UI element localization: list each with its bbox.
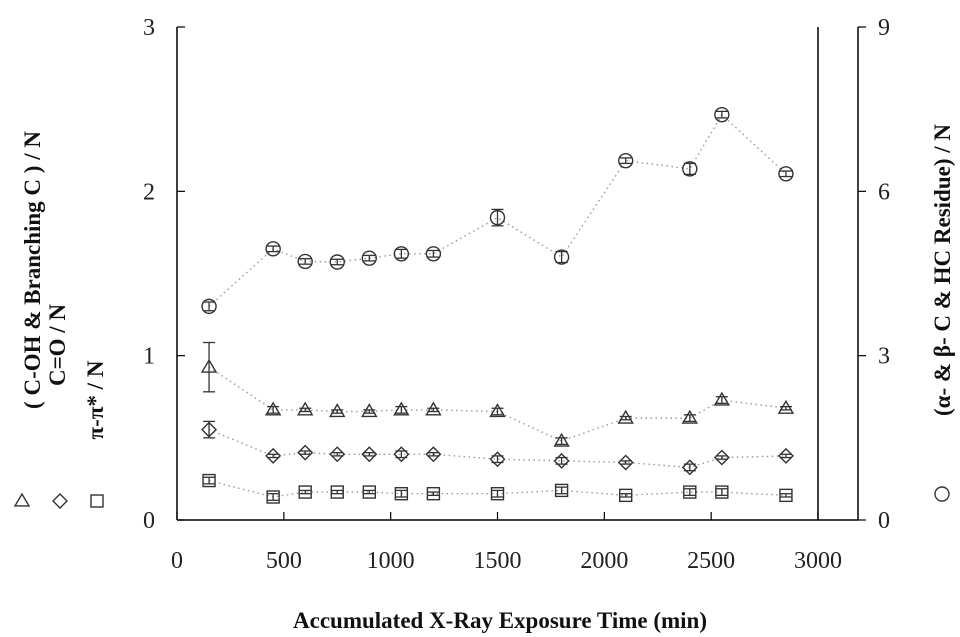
left-y-tick-label: 1	[143, 344, 155, 370]
data-point-triangle	[425, 401, 442, 416]
data-point-square	[426, 487, 441, 501]
data-point-square	[554, 483, 569, 498]
data-point-square	[779, 488, 793, 503]
left-axis-title-line-1: ( C-OH & Branching C ) / N	[20, 131, 45, 409]
data-point-diamond	[553, 452, 570, 469]
data-point-triangle	[617, 409, 634, 424]
legend-symbol-circle	[934, 486, 950, 502]
left-axis-title-line-2: C=O / N	[45, 304, 70, 386]
x-tick-label: 3000	[794, 548, 842, 574]
data-point-diamond	[265, 447, 282, 464]
data-point-diamond	[489, 451, 506, 468]
left-y-tick-label: 0	[143, 508, 155, 534]
data-point-circle	[618, 152, 634, 169]
data-point-diamond	[393, 446, 410, 463]
data-point-square	[362, 485, 376, 499]
right-y-tick-label: 9	[878, 15, 890, 41]
data-point-circle	[361, 250, 377, 266]
x-tick-label: 1500	[474, 548, 522, 574]
data-point-diamond	[425, 446, 442, 463]
data-point-triangle	[713, 391, 731, 406]
series-layer	[200, 106, 795, 504]
data-point-triangle	[489, 403, 506, 418]
x-tick-label: 2000	[580, 548, 628, 574]
legend-symbol-diamond	[52, 493, 68, 509]
series-square	[202, 473, 793, 504]
data-point-square	[619, 488, 633, 503]
data-point-triangle	[264, 401, 282, 416]
data-point-square	[490, 487, 505, 501]
data-point-triangle	[361, 403, 378, 418]
data-point-square	[394, 487, 409, 501]
data-point-triangle	[777, 399, 795, 414]
data-point-diamond	[361, 446, 378, 463]
data-point-square	[330, 485, 344, 499]
data-point-circle	[265, 241, 281, 257]
data-point-triangle	[553, 432, 570, 447]
data-point-circle	[714, 106, 730, 123]
data-point-triangle	[329, 403, 346, 418]
data-point-square	[266, 490, 280, 504]
x-tick-label: 2500	[687, 548, 735, 574]
x-tick-label: 1000	[367, 548, 415, 574]
data-point-circle	[489, 209, 506, 226]
axes: 0 500 1000 1500 2000 2500 3000 0 1 2 3 0 3 6 9	[143, 15, 890, 574]
data-point-square	[202, 473, 216, 488]
legend-symbol-triangle	[13, 492, 31, 507]
data-point-square	[715, 485, 729, 499]
data-point-triangle	[200, 358, 218, 373]
data-point-triangle	[681, 409, 699, 424]
right-axis-title: (α- & β- C & HC Residue) / N	[930, 124, 955, 416]
right-y-tick-label: 6	[878, 179, 890, 205]
data-point-diamond	[681, 459, 698, 476]
data-point-circle	[553, 249, 570, 265]
data-point-circle	[425, 246, 442, 262]
right-y-tick-label: 3	[878, 344, 890, 370]
labels: Accumulated X-Ray Exposure Time (min) (α…	[20, 124, 955, 633]
series-circle	[201, 106, 794, 315]
data-point-circle	[778, 166, 794, 182]
series-triangle	[200, 341, 795, 447]
data-point-circle	[329, 254, 345, 270]
x-tick-label: 0	[171, 548, 183, 574]
data-point-square	[298, 485, 312, 499]
data-point-diamond	[329, 446, 346, 463]
data-point-diamond	[777, 447, 794, 464]
left-y-tick-label: 2	[143, 179, 155, 205]
right-y-tick-label: 0	[878, 508, 890, 534]
data-point-triangle	[393, 401, 410, 416]
x-axis-title: Accumulated X-Ray Exposure Time (min)	[293, 608, 707, 633]
data-point-triangle	[296, 401, 314, 416]
data-point-diamond	[617, 454, 634, 471]
x-tick-label: 500	[266, 548, 302, 574]
data-point-diamond	[297, 444, 314, 461]
left-y-tick-label: 3	[143, 15, 155, 41]
left-axis-title-line-3: π-π* / N	[83, 360, 108, 439]
data-point-circle	[682, 161, 698, 177]
data-point-square	[683, 485, 697, 499]
legend	[13, 486, 950, 509]
data-point-circle	[297, 253, 313, 270]
series-diamond	[201, 420, 794, 476]
data-point-circle	[393, 246, 410, 262]
data-point-diamond	[201, 421, 218, 438]
legend-symbol-square	[90, 494, 104, 508]
data-point-circle	[201, 298, 217, 315]
data-point-diamond	[713, 449, 730, 466]
